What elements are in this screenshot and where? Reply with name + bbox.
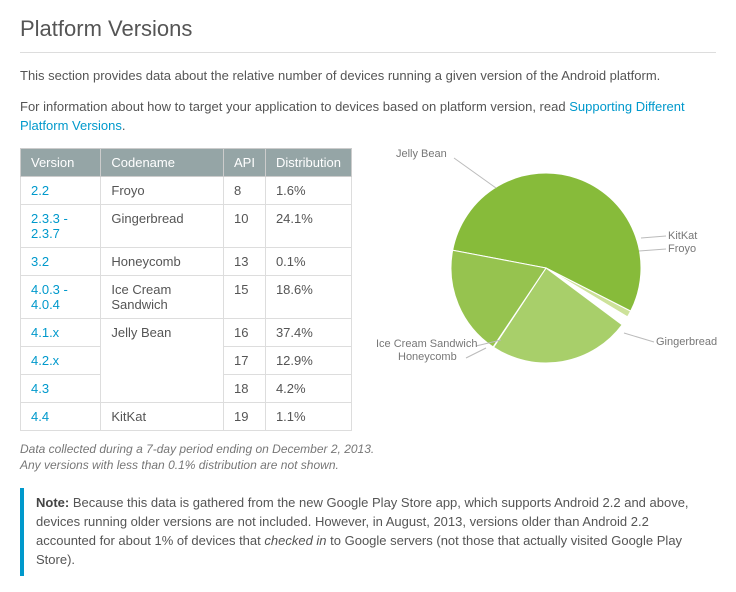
table-row: 4.4KitKat191.1%: [21, 402, 352, 430]
data-caption: Data collected during a 7-day period end…: [20, 441, 716, 475]
note-label: Note:: [36, 495, 69, 510]
cell-distribution: 18.6%: [265, 275, 351, 318]
cell-version: 4.2.x: [21, 346, 101, 374]
cell-distribution: 0.1%: [265, 247, 351, 275]
cell-api: 13: [223, 247, 265, 275]
cell-codename: Ice Cream Sandwich: [101, 275, 224, 318]
cell-codename: Gingerbread: [101, 204, 224, 247]
note-box: Note: Because this data is gathered from…: [20, 488, 716, 575]
cell-api: 8: [223, 176, 265, 204]
table-row: 2.2Froyo81.6%: [21, 176, 352, 204]
pie-label: Gingerbread: [656, 336, 717, 348]
cell-version: 2.2: [21, 176, 101, 204]
pie-chart: Jelly Bean KitKatFroyo Gingerbread Honeycom…: [376, 148, 716, 388]
cell-version: 4.4: [21, 402, 101, 430]
cell-api: 10: [223, 204, 265, 247]
cell-api: 15: [223, 275, 265, 318]
cell-api: 18: [223, 374, 265, 402]
cell-version: 3.2: [21, 247, 101, 275]
cell-api: 16: [223, 318, 265, 346]
cell-codename: Froyo: [101, 176, 224, 204]
cell-distribution: 1.6%: [265, 176, 351, 204]
cell-version: 4.1.x: [21, 318, 101, 346]
cell-api: 19: [223, 402, 265, 430]
cell-version: 2.3.3 - 2.3.7: [21, 204, 101, 247]
cell-codename: Jelly Bean: [101, 318, 224, 402]
cell-distribution: 37.4%: [265, 318, 351, 346]
pie-label: Honeycomb: [398, 351, 457, 363]
table-row: 4.0.3 - 4.0.4Ice Cream Sandwich1518.6%: [21, 275, 352, 318]
pie-label: KitKat: [668, 230, 697, 242]
more-info-suffix: .: [122, 118, 126, 133]
cell-api: 17: [223, 346, 265, 374]
note-italic: checked in: [264, 533, 326, 548]
col-distribution: Distribution: [265, 148, 351, 176]
cell-version: 4.3: [21, 374, 101, 402]
cell-codename: KitKat: [101, 402, 224, 430]
table-row: 4.1.xJelly Bean1637.4%: [21, 318, 352, 346]
more-info-text: For information about how to target your…: [20, 98, 716, 136]
cell-distribution: 1.1%: [265, 402, 351, 430]
cell-distribution: 12.9%: [265, 346, 351, 374]
pie-label: Jelly Bean: [396, 148, 447, 160]
pie-label: Froyo: [668, 243, 696, 255]
pie-label: Ice Cream Sandwich: [376, 338, 478, 350]
caption-line2: Any versions with less than 0.1% distrib…: [20, 458, 339, 472]
cell-distribution: 4.2%: [265, 374, 351, 402]
cell-version: 4.0.3 - 4.0.4: [21, 275, 101, 318]
caption-line1: Data collected during a 7-day period end…: [20, 442, 374, 456]
divider: [20, 52, 716, 53]
table-row: 2.3.3 - 2.3.7Gingerbread1024.1%: [21, 204, 352, 247]
versions-table: Version Codename API Distribution 2.2Fro…: [20, 148, 352, 431]
col-codename: Codename: [101, 148, 224, 176]
cell-distribution: 24.1%: [265, 204, 351, 247]
cell-codename: Honeycomb: [101, 247, 224, 275]
more-info-prefix: For information about how to target your…: [20, 99, 569, 114]
col-version: Version: [21, 148, 101, 176]
page-title: Platform Versions: [20, 16, 716, 42]
table-row: 3.2Honeycomb130.1%: [21, 247, 352, 275]
col-api: API: [223, 148, 265, 176]
intro-text: This section provides data about the rel…: [20, 67, 716, 86]
